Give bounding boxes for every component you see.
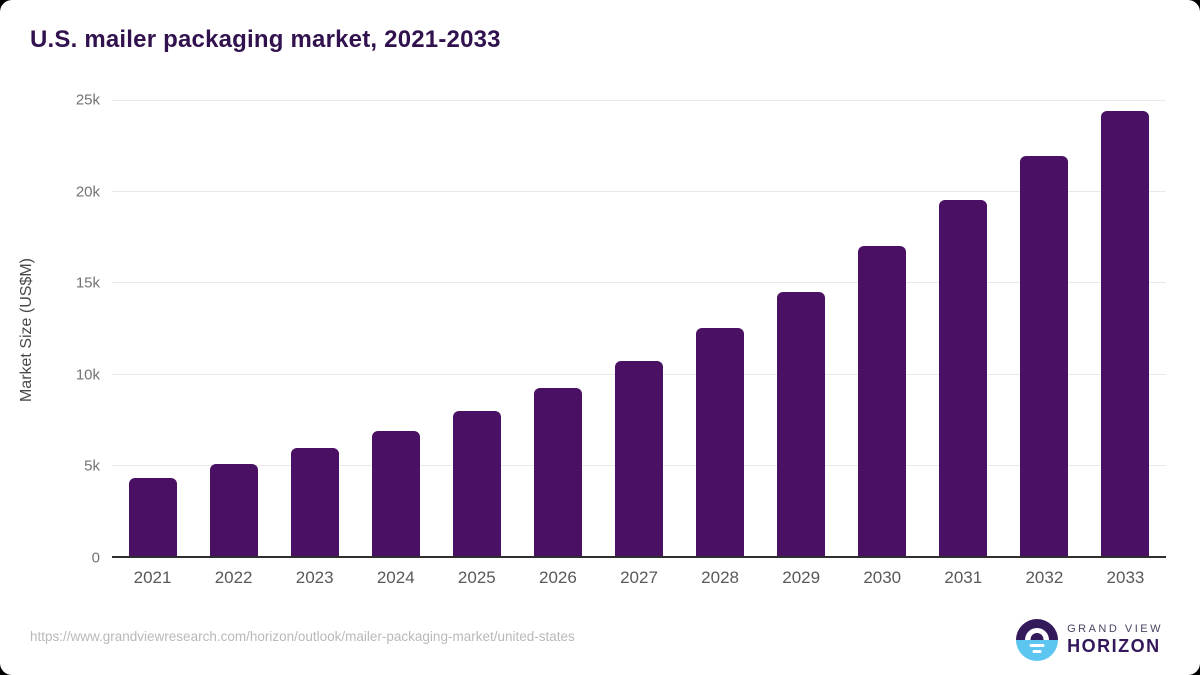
- bar-2023[interactable]: [290, 448, 339, 556]
- y-axis-labels: 25k 20k 15k 10k 5k 0: [0, 92, 100, 567]
- bar-2026[interactable]: [533, 388, 582, 556]
- bar-2031[interactable]: [939, 200, 988, 556]
- y-tick-label-20k: 20k: [75, 183, 100, 201]
- logo-text: GRAND VIEW HORIZON: [1067, 623, 1163, 656]
- horizon-logo-icon: [1016, 619, 1059, 661]
- logo-reflection-line: [1029, 644, 1045, 647]
- bar-column-2027: 2027: [598, 100, 679, 587]
- bar-column-2032: 2032: [1004, 100, 1085, 587]
- bar-2029[interactable]: [777, 291, 826, 556]
- x-tick-label-2031: 2031: [944, 568, 983, 587]
- x-tick-label-2021: 2021: [133, 568, 172, 587]
- logo-arch-inner-shape: [1030, 633, 1044, 640]
- bar-2022[interactable]: [209, 463, 258, 556]
- bars: 2021 2022 2023 2024 2025 2026 2027 2028 2029 2030…: [112, 100, 1166, 587]
- y-tick-label-5k: 5k: [84, 457, 100, 475]
- bar-column-2023: 2023: [274, 100, 355, 587]
- bar-2030[interactable]: [858, 245, 907, 556]
- y-tick-label-0: 0: [91, 549, 100, 567]
- y-tick-label-25k: 25k: [75, 91, 100, 109]
- plot-area: 2021 2022 2023 2024 2025 2026 2027 2028 2029 2030…: [112, 100, 1166, 587]
- gridline-20k: [112, 191, 1166, 193]
- chart-title: U.S. mailer packaging market, 2021-2033: [30, 26, 501, 53]
- logo-arch-shape: [1025, 628, 1050, 640]
- bar-column-2030: 2030: [842, 100, 923, 587]
- bar-column-2024: 2024: [355, 100, 436, 587]
- grand-view-horizon-logo: GRAND VIEW HORIZON: [1016, 619, 1163, 661]
- x-tick-label-2030: 2030: [863, 568, 902, 587]
- x-tick-label-2026: 2026: [539, 568, 577, 587]
- bar-2021[interactable]: [128, 477, 177, 556]
- bar-column-2022: 2022: [193, 100, 274, 587]
- bar-2027[interactable]: [615, 360, 663, 556]
- x-tick-label-2027: 2027: [620, 568, 658, 587]
- logo-text-grand-view: GRAND VIEW: [1067, 623, 1163, 636]
- logo-text-horizon: HORIZON: [1067, 635, 1161, 656]
- bar-2033[interactable]: [1101, 110, 1150, 556]
- gridline-25k: [112, 100, 1166, 101]
- x-tick-label-2025: 2025: [457, 568, 496, 587]
- x-tick-label-2033: 2033: [1106, 568, 1145, 587]
- x-tick-label-2028: 2028: [701, 568, 739, 587]
- bar-2028[interactable]: [696, 328, 745, 556]
- x-tick-label-2022: 2022: [214, 568, 253, 587]
- bar-column-2028: 2028: [680, 100, 761, 587]
- gridline-15k: [112, 282, 1166, 284]
- bar-column-2029: 2029: [761, 100, 842, 587]
- y-tick-label-10k: 10k: [75, 366, 100, 384]
- bar-column-2021: 2021: [112, 100, 193, 587]
- bar-2025[interactable]: [452, 411, 501, 556]
- x-tick-label-2023: 2023: [295, 568, 334, 587]
- bar-column-2031: 2031: [923, 100, 1004, 587]
- bar-column-2025: 2025: [436, 100, 517, 587]
- source-url: https://www.grandviewresearch.com/horizo…: [30, 629, 575, 644]
- bar-2032[interactable]: [1020, 155, 1069, 556]
- bar-2024[interactable]: [371, 431, 420, 556]
- x-tick-label-2029: 2029: [782, 568, 821, 587]
- y-tick-label-15k: 15k: [75, 274, 100, 292]
- x-tick-label-2032: 2032: [1025, 568, 1064, 587]
- x-tick-label-2024: 2024: [376, 568, 415, 587]
- bar-column-2026: 2026: [517, 100, 598, 587]
- bar-column-2033: 2033: [1085, 100, 1166, 587]
- logo-reflection-line: [1032, 650, 1042, 653]
